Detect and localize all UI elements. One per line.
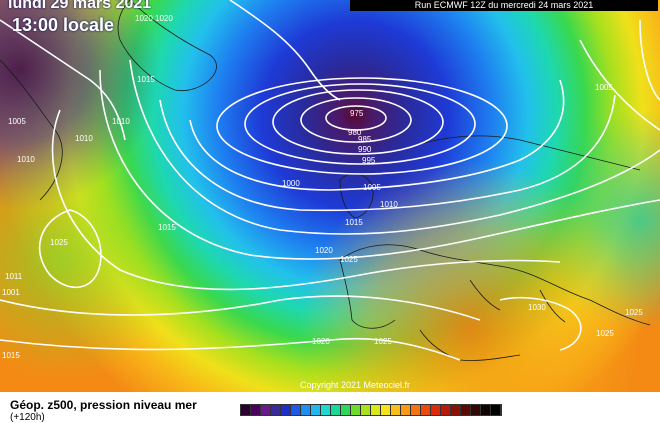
isobar-north-a [229,0,341,101]
isobar-east-a [579,39,660,131]
isobar-1020-b [0,295,481,321]
label-iso-1015-b: 1015 [158,223,176,232]
label-iso-1025-b: 1025 [340,255,358,264]
isobar-1025-west [38,209,102,289]
label-iso-990: 990 [358,145,372,154]
label-iso-1020-d: 1020 [312,337,330,346]
color-scale-swatch [401,405,411,415]
label-iso-1020-c: 1020 [315,246,333,255]
color-scale-swatch [421,405,431,415]
model-run-info: Run ECMWF 12Z du mercredi 24 mars 2021 [350,0,658,11]
color-scale-swatch [341,405,351,415]
color-scale-swatch [261,405,271,415]
color-scale-swatch [301,405,311,415]
legend-title: Géop. z500, pression niveau mer [10,398,197,412]
label-iso-1025-c: 1025 [374,337,392,346]
label-iso-980: 980 [348,128,362,137]
color-scale-swatch [451,405,461,415]
label-iso-1015-d: 1015 [2,351,20,360]
isobar-east-b [639,19,660,101]
isobar-1025-b [0,337,461,361]
color-scale-swatch [471,405,481,415]
isobar-1005 [159,94,616,212]
label-iso-1005-a: 1005 [8,117,26,126]
color-scale-swatch [321,405,331,415]
color-scale-swatch [391,405,401,415]
color-scale-swatch [361,405,371,415]
color-scale-swatch [411,405,421,415]
label-iso-995: 995 [362,156,376,165]
label-iso-1020-a: 1020 [135,14,153,23]
europe-coast [339,244,651,326]
label-iso-1025-d: 1025 [596,329,614,338]
color-scale-swatch [461,405,471,415]
isobar-1020-a [51,109,561,291]
label-iso-975: 975 [350,109,364,118]
color-scale-swatch [251,405,261,415]
map-canvas: 975 980 985 990 995 1000 1005 1005 1005 … [0,0,660,392]
color-scale-swatch [491,405,501,415]
isobar-1030 [499,296,582,351]
color-scale-swatch [241,405,251,415]
label-iso-1030: 1030 [528,303,546,312]
color-scale [240,404,502,416]
color-scale-swatch [481,405,491,415]
forecast-local-time: 13:00 locale [12,15,115,35]
color-scale-swatch [441,405,451,415]
isobar-labels: 975 980 985 990 995 1000 1005 1005 1005 … [2,14,643,360]
color-scale-swatch [351,405,361,415]
scandinavia-coast [399,135,641,171]
color-scale-swatch [291,405,301,415]
greenland-outline [117,0,217,92]
italy-outline [469,279,501,311]
weather-map: 975 980 985 990 995 1000 1005 1005 1005 … [0,0,660,392]
label-iso-1010-d: 1010 [380,200,398,209]
southern-warm-field [0,0,660,392]
label-iso-1015-a: 1015 [137,75,155,84]
color-scale-swatch [331,405,341,415]
legend-subtitle: (+120h) [10,412,45,423]
color-scale-swatch [311,405,321,415]
isobar-1000 [189,79,565,191]
isobar-975 [325,105,387,131]
label-iso-1010-b: 1010 [75,134,93,143]
isobar-980 [300,97,412,143]
color-scale-swatch [271,405,281,415]
copyright-notice: Copyright 2021 Meteociel.fr [300,380,411,390]
label-iso-1020-b: 1020 [155,14,173,23]
label-iso-1010-a: 1010 [112,117,130,126]
label-iso-1005-b: 1005 [363,183,381,192]
balkans-outline [539,289,566,323]
label-iso-1005-c: 1005 [595,83,613,92]
isobar-1010 [129,59,660,235]
label-iso-985: 985 [358,135,372,144]
color-scale-swatch [431,405,441,415]
isobar-north-b [0,19,126,141]
isobar-990 [244,83,476,165]
isobar-lines [0,0,660,360]
isobar-1015 [99,69,660,260]
label-iso-1010-c: 1010 [17,155,35,164]
label-iso-1025-a: 1025 [50,238,68,247]
label-iso-1015-c: 1015 [345,218,363,227]
label-iso-1000: 1000 [282,179,300,188]
forecast-date: lundi 29 mars 2021 [8,0,152,12]
label-iso-1011: 1011 [5,272,23,281]
isobar-985 [272,89,444,155]
label-iso-1001: 1001 [2,288,20,297]
label-iso-1025-e: 1025 [625,308,643,317]
color-scale-swatch [381,405,391,415]
color-scale-swatch [371,405,381,415]
color-scale-swatch [281,405,291,415]
isobar-995 [216,77,508,175]
